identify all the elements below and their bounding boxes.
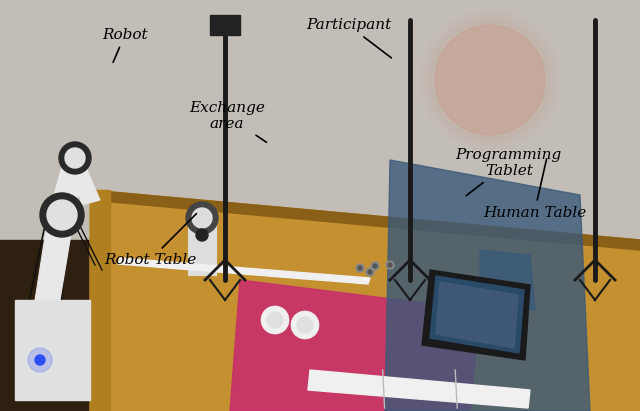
Circle shape: [59, 142, 91, 174]
Circle shape: [192, 208, 212, 228]
Polygon shape: [385, 160, 590, 411]
Text: Robot: Robot: [102, 28, 148, 62]
Circle shape: [388, 263, 392, 267]
Circle shape: [425, 15, 555, 145]
Polygon shape: [308, 370, 530, 408]
Polygon shape: [90, 190, 110, 411]
Circle shape: [420, 10, 560, 150]
Polygon shape: [480, 250, 535, 310]
Circle shape: [40, 193, 84, 237]
Circle shape: [261, 306, 289, 334]
Polygon shape: [0, 0, 640, 240]
Circle shape: [356, 264, 364, 272]
Polygon shape: [0, 240, 640, 411]
Bar: [210, 15, 240, 35]
Polygon shape: [436, 282, 518, 348]
Text: Exchange
area: Exchange area: [189, 101, 266, 142]
Circle shape: [371, 262, 379, 270]
Circle shape: [487, 287, 523, 323]
Polygon shape: [90, 190, 640, 250]
Text: Participant: Participant: [306, 18, 392, 58]
Circle shape: [47, 200, 77, 230]
Text: Programming
Tablet: Programming Tablet: [456, 148, 562, 196]
Circle shape: [366, 268, 374, 276]
Circle shape: [435, 25, 545, 135]
Polygon shape: [430, 276, 524, 353]
Polygon shape: [35, 205, 75, 300]
Circle shape: [186, 202, 218, 234]
Text: Robot Table: Robot Table: [104, 214, 196, 267]
Circle shape: [430, 20, 550, 140]
Polygon shape: [50, 155, 90, 210]
Circle shape: [368, 270, 372, 274]
Bar: [15, 300, 90, 400]
Polygon shape: [90, 190, 640, 411]
Polygon shape: [68, 158, 100, 205]
Circle shape: [35, 355, 45, 365]
Circle shape: [386, 261, 394, 269]
Bar: [188, 220, 216, 275]
Circle shape: [65, 148, 85, 168]
Circle shape: [291, 311, 319, 339]
Polygon shape: [230, 280, 480, 411]
Text: Human Table: Human Table: [483, 159, 586, 219]
Circle shape: [196, 229, 208, 241]
Circle shape: [267, 312, 283, 328]
Circle shape: [358, 266, 362, 270]
Circle shape: [297, 317, 313, 333]
Polygon shape: [422, 270, 530, 360]
Circle shape: [28, 348, 52, 372]
Polygon shape: [118, 258, 370, 284]
Circle shape: [373, 264, 377, 268]
